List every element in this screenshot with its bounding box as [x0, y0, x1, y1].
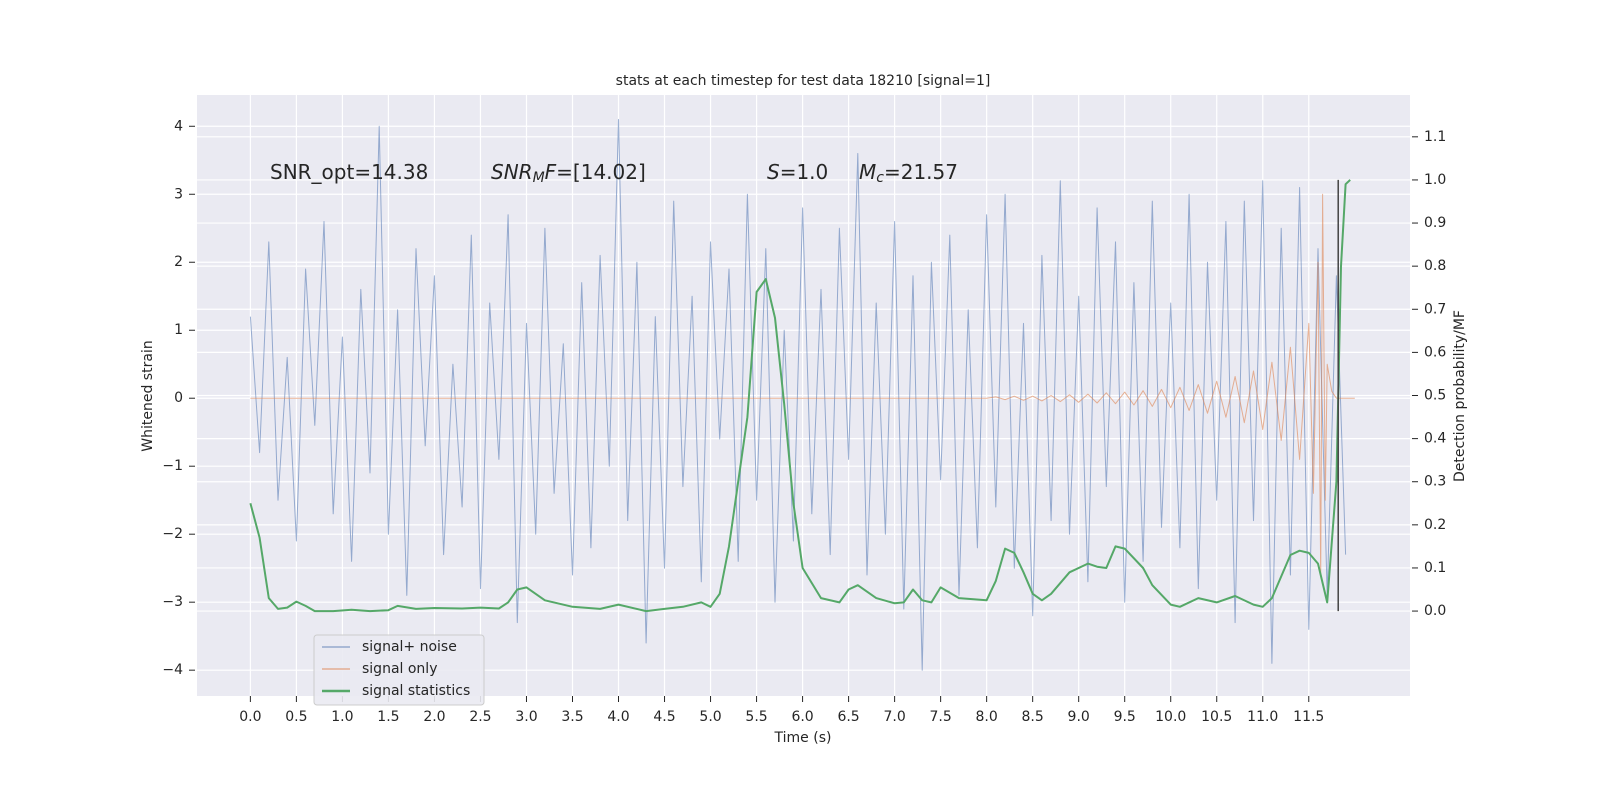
x-tick-label: 10.0 [1155, 709, 1186, 725]
x-axis-label: Time (s) [774, 730, 832, 746]
x-tick-label: 7.5 [929, 709, 951, 725]
annotation-part: S [767, 160, 780, 184]
y2-tick-label: 0.9 [1424, 215, 1446, 231]
marks [249, 119, 1355, 671]
annotation-part: F [545, 160, 557, 184]
y-tick-label: 4 [174, 118, 183, 134]
y2-tick-label: 1.1 [1424, 129, 1446, 145]
annotation-part: SNR [491, 160, 533, 184]
annotation: SNRMF=[14.02] [491, 160, 646, 187]
y-axis-label: Whitened strain [140, 340, 156, 451]
y2-tick-label: 0.2 [1424, 517, 1446, 533]
series-line [249, 119, 1347, 671]
y2-tick-label: 0.8 [1424, 258, 1446, 274]
y2-tick-label: 0.0 [1424, 603, 1446, 619]
y2-tick-label: 0.7 [1424, 301, 1446, 317]
legend-box [313, 634, 485, 706]
x-tick-label: 0.5 [285, 709, 307, 725]
y-tick-label: 1 [174, 322, 183, 338]
x-tick-label: 4.0 [607, 709, 629, 725]
grid: 0.0 0.5 1.0 1.5 2.0 2.5 3.0 3.5 4.0 4.5 5.0 5.5 6.0 6… [162, 95, 1446, 725]
y2-tick-label: 0.5 [1424, 388, 1446, 404]
x-tick-label: 6.5 [837, 709, 859, 725]
annotation-part: =21.57 [884, 160, 958, 184]
annotation-part: =1.0 [780, 160, 829, 184]
x-tick-label: 4.5 [653, 709, 675, 725]
y-tick-label: −4 [162, 662, 183, 678]
x-tick-label: 5.5 [745, 709, 767, 725]
y2-tick-label: 0.6 [1424, 344, 1446, 360]
y-tick-label: −1 [162, 458, 183, 474]
x-tick-label: 0.0 [239, 709, 261, 725]
legend-label: signal only [362, 661, 437, 677]
x-tick-label: 5.0 [699, 709, 721, 725]
annotation-part: M [859, 160, 876, 184]
x-tick-label: 11.5 [1293, 709, 1324, 725]
y2-tick-label: 0.3 [1424, 474, 1446, 490]
annotation: S=1.0 [767, 160, 828, 184]
y2-axis-label: Detection probability/MF [1452, 310, 1468, 482]
x-tick-label: 6.0 [791, 709, 813, 725]
x-tick-label: 3.0 [515, 709, 537, 725]
x-tick-label: 8.5 [1022, 709, 1044, 725]
chart-title: stats at each timestep for test data 182… [616, 73, 991, 89]
y-tick-label: 3 [174, 186, 183, 202]
x-tick-label: 1.5 [377, 709, 399, 725]
x-tick-label: 8.0 [976, 709, 998, 725]
y-tick-label: 0 [174, 390, 183, 406]
legend: signal+ noise signal only signal statistic… [313, 634, 485, 706]
x-tick-label: 2.0 [423, 709, 445, 725]
annotation-part: M [533, 170, 545, 186]
x-tick-label: 11.0 [1247, 709, 1278, 725]
series-line [250, 193, 1355, 576]
x-tick-label: 2.5 [469, 709, 491, 725]
legend-label: signal+ noise [362, 639, 457, 655]
y-tick-label: −2 [162, 526, 183, 542]
y-tick-label: 2 [174, 254, 183, 270]
y2-tick-label: 0.4 [1424, 431, 1446, 447]
x-tick-label: 3.5 [561, 709, 583, 725]
annotations: SNR_opt=14.38 SNRMF=[14.02] S=1.0 Mc=21.57 [270, 160, 958, 187]
legend-label: signal statistics [362, 683, 470, 699]
annotation: Mc=21.57 [859, 160, 958, 187]
x-tick-label: 9.5 [1114, 709, 1136, 725]
x-tick-label: 10.5 [1201, 709, 1232, 725]
x-tick-label: 7.0 [883, 709, 905, 725]
annotation-part: SNR_opt=14.38 [270, 160, 428, 184]
annotation-part: =[14.02] [556, 160, 646, 184]
y2-tick-label: 0.1 [1424, 560, 1446, 576]
series-line [249, 179, 1351, 613]
x-tick-label: 1.0 [331, 709, 353, 725]
annotation: SNR_opt=14.38 [270, 160, 428, 184]
annotation-part: c [876, 170, 884, 186]
y2-tick-label: 1.0 [1424, 172, 1446, 188]
x-tick-label: 9.0 [1068, 709, 1090, 725]
y-tick-label: −3 [162, 594, 183, 610]
